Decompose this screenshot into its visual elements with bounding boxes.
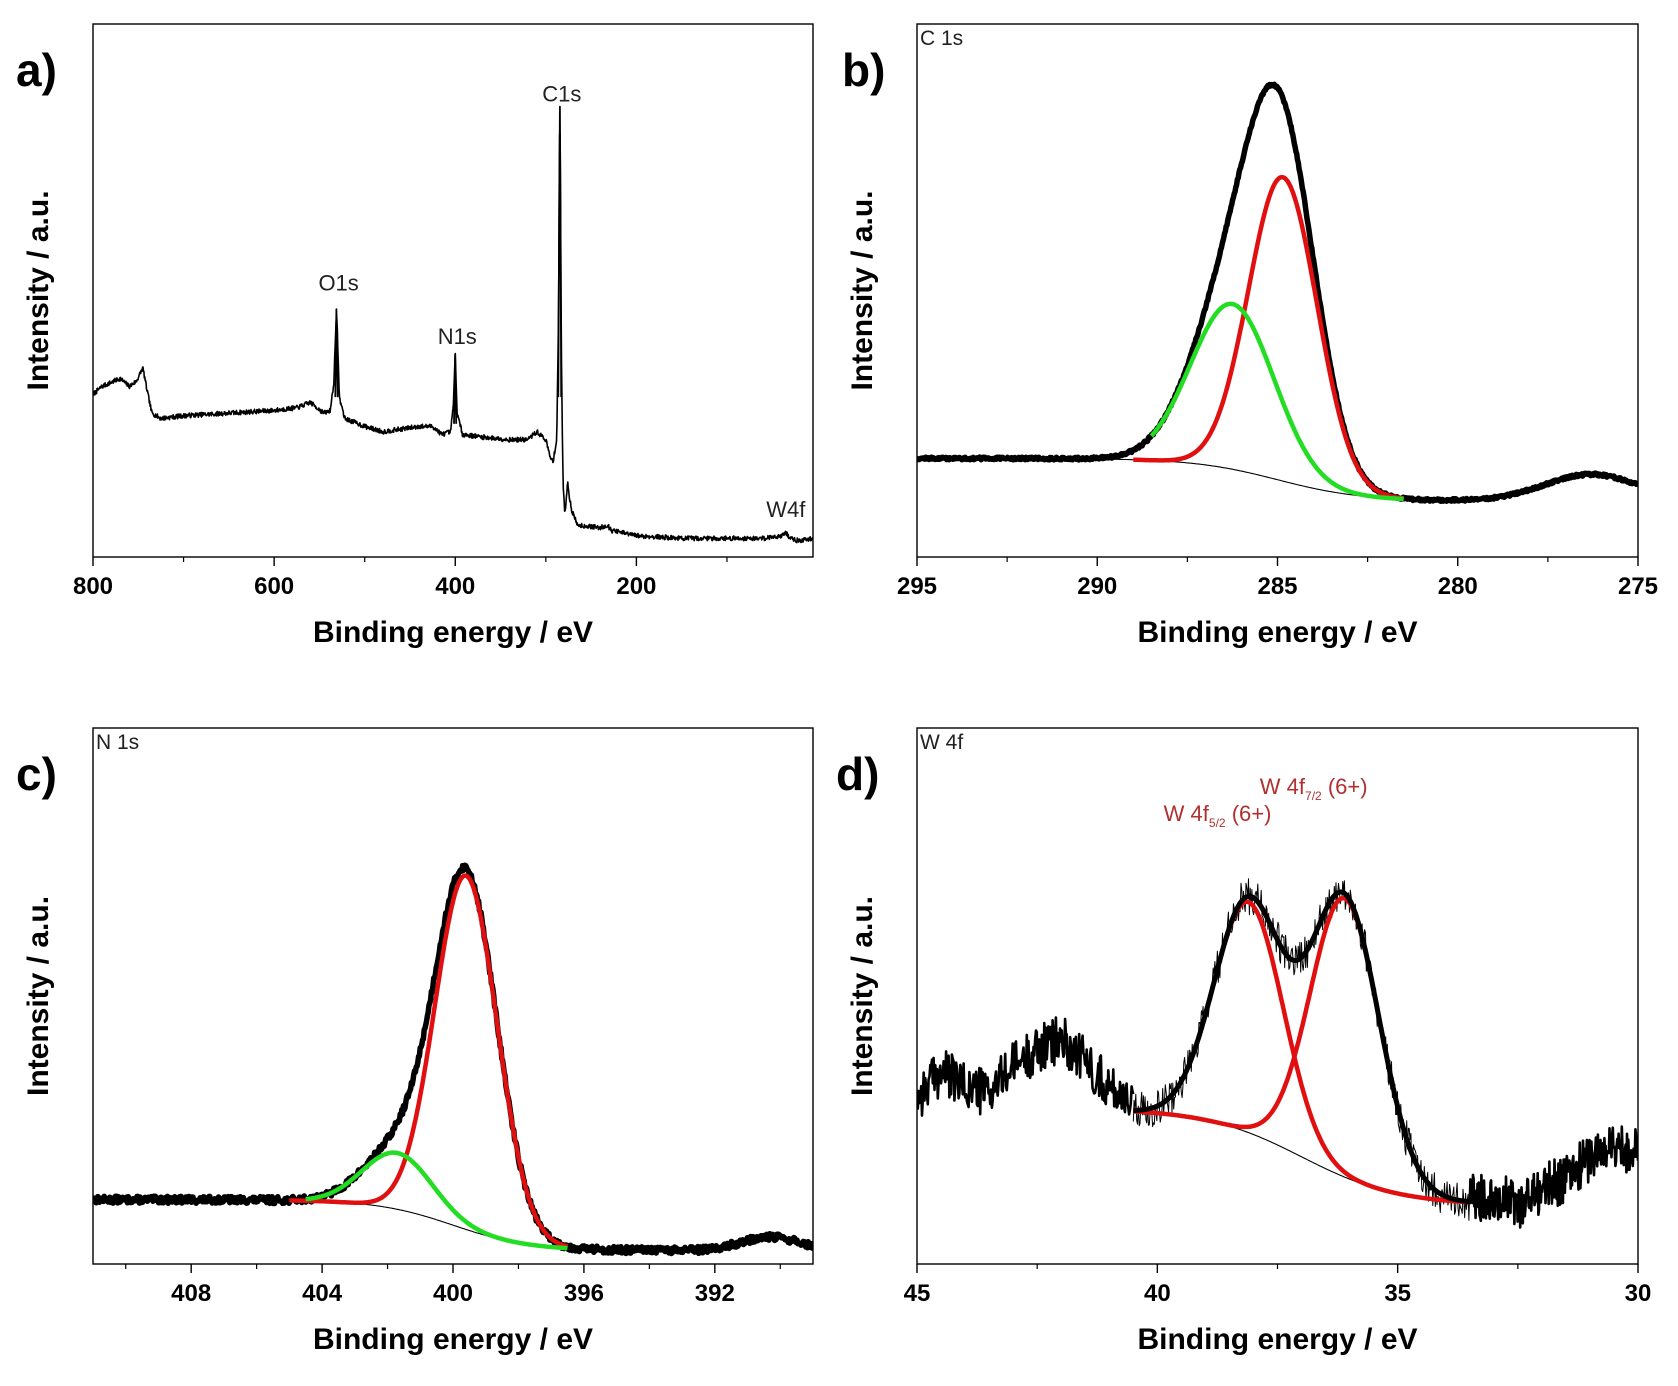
o1s-peak-line <box>334 308 339 398</box>
peak-label: W 4f5/2 (6+) <box>1164 801 1272 830</box>
peak-annotation: C1s <box>542 81 581 106</box>
panel-d: d) W 4f 45 40 35 30 Binding energy / eV Intensi… <box>836 727 1652 1356</box>
peak-label: W 4f7/2 (6+) <box>1260 774 1368 803</box>
corner-label: W 4f <box>920 731 963 754</box>
fit-envelope-line <box>1131 889 1472 1205</box>
c1s-peak-line <box>557 105 563 398</box>
plot-frame <box>916 727 1639 1265</box>
red-component-line <box>1131 174 1406 501</box>
fit-envelope-line <box>917 84 1638 501</box>
red-component-line <box>288 873 569 1249</box>
x-tick-label: 40 <box>1144 1280 1171 1307</box>
panel-letter: c) <box>16 748 57 800</box>
y-axis-title: Intensity / a.u. <box>22 896 55 1096</box>
survey-spectrum-line <box>93 133 813 544</box>
x-tick-label: 280 <box>1438 573 1478 600</box>
x-tick-label: 408 <box>171 1280 211 1307</box>
x-tick-label: 275 <box>1618 573 1658 600</box>
x-tick-label: 600 <box>254 573 294 600</box>
panel-a: a) 800 600 400 200 Binding energy / eV Intensi… <box>16 23 814 649</box>
x-tick-label: 45 <box>904 1280 931 1307</box>
plot-frame <box>916 23 1639 558</box>
x-axis-title: Binding energy / eV <box>1137 616 1417 649</box>
x-tick-label: 800 <box>73 573 113 600</box>
peak-annotation: N1s <box>438 324 477 349</box>
measured-spectrum-line <box>93 862 813 1257</box>
y-axis-title: Intensity / a.u. <box>22 190 55 390</box>
x-tick-label: 30 <box>1625 1280 1652 1307</box>
panel-letter: b) <box>842 44 885 96</box>
y-axis-title: Intensity / a.u. <box>846 896 879 1096</box>
x-axis-title: Binding energy / eV <box>313 616 593 649</box>
x-tick-label: 396 <box>564 1280 604 1307</box>
plot-frame <box>92 727 814 1265</box>
x-tick-label: 290 <box>1077 573 1117 600</box>
x-tick-label: 285 <box>1257 573 1297 600</box>
plot-area <box>93 105 813 544</box>
panel-letter: a) <box>16 44 57 96</box>
plot-area <box>917 81 1638 504</box>
background-line <box>917 457 1404 500</box>
background-line <box>273 1199 568 1249</box>
green-component-line <box>1149 301 1406 502</box>
peak-annotation: W4f <box>766 497 806 522</box>
y-axis-title: Intensity / a.u. <box>846 190 879 390</box>
x-axis-title: Binding energy / eV <box>1137 1323 1417 1356</box>
x-tick-label: 295 <box>897 573 937 600</box>
corner-label: N 1s <box>96 731 139 754</box>
panel-letter: d) <box>836 748 879 800</box>
background-line <box>1133 1110 1470 1203</box>
plot-area <box>917 878 1638 1229</box>
n1s-peak-line <box>453 353 458 424</box>
x-tick-label: 400 <box>433 1280 473 1307</box>
peak-annotation: O1s <box>318 271 358 296</box>
measured-noise-segment <box>917 1016 1135 1117</box>
green-component-line <box>304 1150 569 1251</box>
measured-noise-segment <box>1468 1125 1638 1229</box>
plot-area <box>93 862 813 1257</box>
panel-c: c) N 1s 408 404 400 396 392 Binding energy / eV… <box>16 727 814 1356</box>
measured-spectrum-line <box>1132 878 1471 1221</box>
x-tick-label: 400 <box>435 573 475 600</box>
measured-spectrum-line <box>917 81 1638 504</box>
x-tick-label: 404 <box>302 1280 343 1307</box>
x-tick-label: 392 <box>695 1280 735 1307</box>
panel-b: b) C 1s 295 290 285 280 275 Binding energy / eV… <box>842 23 1658 649</box>
x-axis-title: Binding energy / eV <box>313 1323 593 1356</box>
plot-frame <box>92 23 814 558</box>
x-tick-label: 200 <box>616 573 656 600</box>
x-tick-label: 35 <box>1384 1280 1411 1307</box>
fit-envelope-line <box>93 866 813 1251</box>
corner-label: C 1s <box>920 27 963 50</box>
